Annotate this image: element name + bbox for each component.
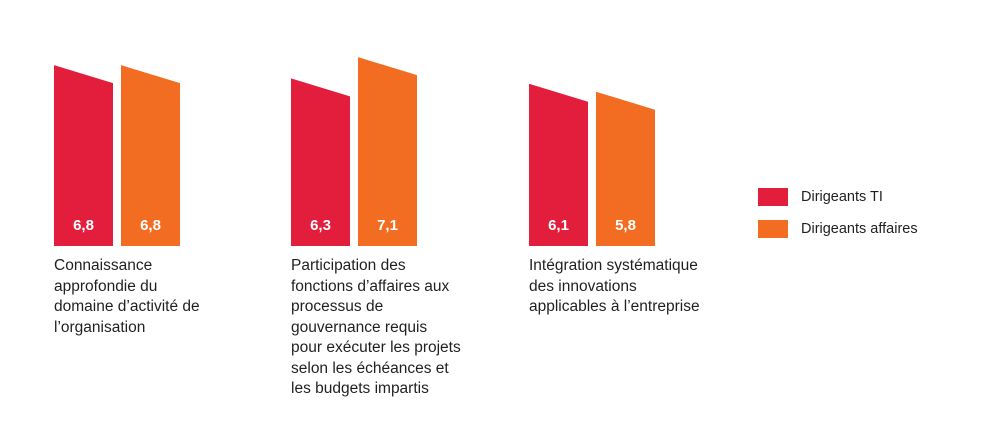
data-label: 6,1	[548, 217, 569, 234]
category-label-line: Participation des	[291, 257, 406, 274]
legend-label: Dirigeants affaires	[801, 221, 918, 237]
legend-item-dirigeants-affaires: Dirigeants affaires	[758, 220, 918, 238]
category-label-line: Intégration systématique	[529, 257, 698, 274]
category-label-line: l’organisation	[54, 318, 146, 336]
category-label-line: les budgets impartis	[291, 380, 429, 397]
legend-swatch-dirigeants-affaires	[758, 220, 788, 238]
category-label-line: domaine d’activité de	[54, 298, 200, 315]
category-label-line: fonctions d’affaires aux	[291, 277, 450, 295]
legend: Dirigeants TI Dirigeants affaires	[758, 188, 918, 252]
category-label-line: processus de	[291, 298, 384, 315]
legend-item-dirigeants-ti: Dirigeants TI	[758, 188, 918, 206]
data-label: 6,8	[73, 217, 94, 234]
category-label-line: pour exécuter les projets	[291, 339, 461, 356]
category-label-line: applicables à l’entreprise	[529, 298, 700, 315]
category-label-2: Participation des fonctions d’affaires au…	[291, 256, 461, 400]
category-label-line: gouvernance requis	[291, 318, 428, 336]
category-label-line: selon les échéances et	[291, 359, 449, 377]
bar-dirigeants-ti-2	[291, 78, 350, 246]
legend-swatch-dirigeants-ti	[758, 188, 788, 206]
bar-dirigeants-ti-3	[529, 83, 588, 247]
data-label: 6,8	[140, 217, 161, 234]
data-label: 5,8	[615, 217, 636, 234]
legend-label: Dirigeants TI	[801, 189, 883, 205]
category-label-1: Connaissance approfondie du domaine d’acti…	[54, 256, 200, 338]
bar-dirigeants-affaires-2	[358, 57, 417, 246]
category-label-line: Connaissance	[54, 257, 153, 274]
bar-dirigeants-affaires-3	[596, 91, 655, 246]
category-label-3: Intégration systématique des innovations a…	[529, 256, 700, 318]
category-label-line: des innovations	[529, 277, 637, 295]
bar-dirigeants-ti-1	[54, 65, 113, 247]
category-label-line: approfondie du	[54, 277, 158, 295]
data-label: 7,1	[377, 217, 398, 234]
bar-dirigeants-affaires-1	[121, 65, 180, 247]
data-label: 6,3	[310, 217, 331, 234]
